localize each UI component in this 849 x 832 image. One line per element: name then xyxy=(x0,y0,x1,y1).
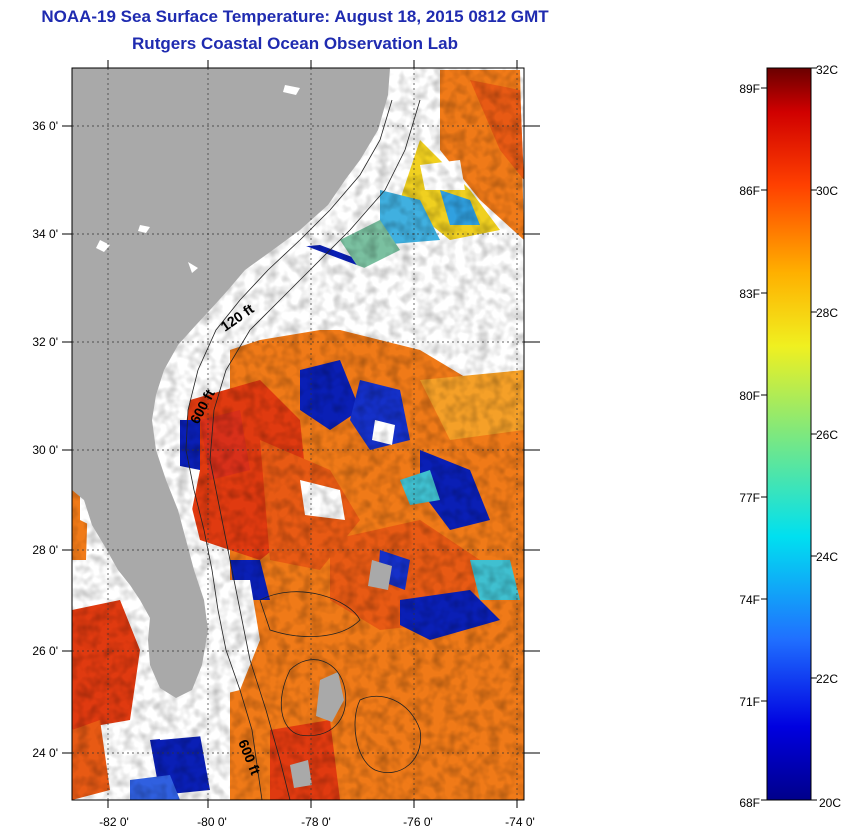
lat-label: 32 0' xyxy=(32,335,58,349)
colorbar-c-label: 20C xyxy=(819,796,841,810)
land xyxy=(72,68,392,788)
lat-label: 34 0' xyxy=(32,227,58,241)
lon-label: -76 0' xyxy=(403,815,433,829)
colorbar-f-label: 86F xyxy=(739,184,760,198)
lat-label: 28 0' xyxy=(32,543,58,557)
graticule xyxy=(72,68,524,800)
colorbar-c-label: 22C xyxy=(816,672,838,686)
map-frame xyxy=(71,67,525,801)
colorbar-f-label: 80F xyxy=(739,389,760,403)
colorbar-f-label: 83F xyxy=(739,287,760,301)
map-panel: 120 ft 600 ft 600 ft xyxy=(72,68,524,800)
axis-ticks xyxy=(62,60,540,808)
colorbar-f-label: 77F xyxy=(739,491,760,505)
lat-label: 26 0' xyxy=(32,644,58,658)
lon-label: -80 0' xyxy=(197,815,227,829)
lon-label: -74 0' xyxy=(505,815,535,829)
map-title: NOAA-19 Sea Surface Temperature: August … xyxy=(41,7,549,26)
inland-water xyxy=(96,85,300,273)
colorbar-f-label: 71F xyxy=(739,695,760,709)
colorbar-c-label: 32C xyxy=(816,63,838,77)
lat-label: 30 0' xyxy=(32,443,58,457)
lat-label: 36 0' xyxy=(32,119,58,133)
lon-label: -82 0' xyxy=(99,815,129,829)
depth-contours xyxy=(185,99,422,800)
lat-label: 24 0' xyxy=(32,746,58,760)
colorbar-f-label: 89F xyxy=(739,82,760,96)
colorbar-c-label: 28C xyxy=(816,306,838,320)
lon-label: -78 0' xyxy=(301,815,331,829)
colorbar-f-label: 68F xyxy=(739,796,760,810)
colorbar-f-label: 74F xyxy=(739,593,760,607)
colorbar-c-label: 26C xyxy=(816,428,838,442)
colorbar-c-label: 24C xyxy=(816,550,838,564)
colorbar-c-label: 30C xyxy=(816,184,838,198)
colorbar: 89F 86F 83F 80F 77F 74F 71F 68F 32C 30C … xyxy=(739,63,841,810)
colorbar-gradient xyxy=(766,67,812,801)
map-subtitle: Rutgers Coastal Ocean Observation Lab xyxy=(132,34,458,53)
